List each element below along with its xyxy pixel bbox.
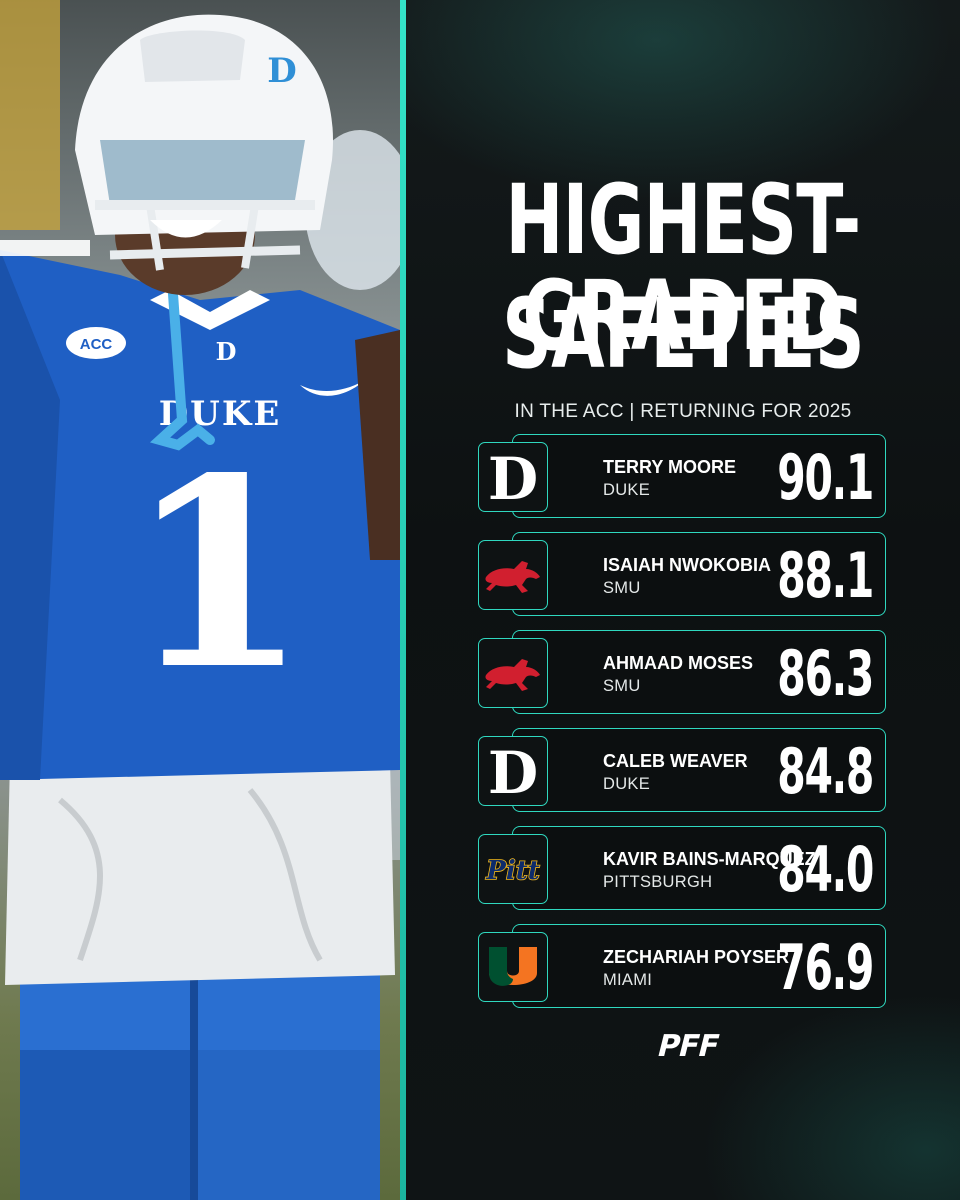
player-row: TERRY MOORE DUKE 90.1 D: [476, 434, 896, 522]
school-name: DUKE: [603, 775, 651, 793]
acc-patch-text: ACC: [80, 336, 113, 353]
svg-text:D: D: [488, 451, 538, 503]
player-grade: 84.0: [777, 833, 874, 906]
smu-mustang-logo-icon: [485, 659, 540, 691]
smu-mustang-logo-icon: [485, 561, 540, 593]
team-logo-box: [478, 540, 548, 610]
miami-u-logo-icon: [489, 947, 537, 986]
school-name: DUKE: [603, 481, 651, 499]
jersey-number: 1: [128, 422, 309, 727]
player-name: TERRY MOORE: [603, 457, 737, 477]
team-logo-box: D: [478, 442, 548, 512]
player-row: CALEB WEAVER DUKE 84.8 D: [476, 728, 896, 816]
team-logo-box: D: [478, 736, 548, 806]
rankings-panel: HIGHEST-GRADED SAFETIES IN THE ACC | RET…: [406, 0, 960, 1200]
player-row: KAVIR BAINS-MARQUEZ PITTSBURGH 84.0 Pitt: [476, 826, 896, 914]
accent-divider: [400, 0, 406, 1200]
pff-logo-text: PFF: [654, 1031, 723, 1059]
svg-text:D: D: [267, 51, 296, 91]
school-name: MIAMI: [603, 971, 653, 989]
player-card: ISAIAH NWOKOBIA SMU 88.1: [512, 532, 886, 616]
duke-d-logo-icon: D: [488, 451, 538, 503]
player-card: TERRY MOORE DUKE 90.1: [512, 434, 886, 518]
player-list: TERRY MOORE DUKE 90.1 D ISAIAH NWOKOBIA …: [476, 434, 896, 1022]
player-grade: 88.1: [777, 539, 874, 612]
player-photo: ACC D DUKE 1 D: [0, 0, 400, 1200]
duke-d-logo-icon: D: [488, 745, 538, 797]
title-line-2: SAFETIES: [502, 278, 865, 390]
school-name: SMU: [603, 579, 641, 597]
team-logo-box: [478, 932, 548, 1002]
pitt-script-logo-icon: Pitt: [484, 855, 540, 887]
svg-text:D: D: [216, 337, 237, 366]
player-grade: 84.8: [777, 735, 874, 808]
player-card: KAVIR BAINS-MARQUEZ PITTSBURGH 84.0: [512, 826, 886, 910]
title-line-1: HIGHEST-GRADED: [505, 164, 861, 372]
player-grade: 86.3: [777, 637, 874, 710]
team-logo-box: [478, 638, 548, 708]
svg-text:Pitt: Pitt: [485, 856, 539, 886]
player-row: ISAIAH NWOKOBIA SMU 88.1: [476, 532, 896, 620]
player-card: CALEB WEAVER DUKE 84.8: [512, 728, 886, 812]
player-illustration: ACC D DUKE 1 D: [0, 0, 400, 1200]
player-card: ZECHARIAH POYSER MIAMI 76.9: [512, 924, 886, 1008]
player-grade: 76.9: [777, 931, 874, 1004]
player-name: KAVIR BAINS-MARQUEZ: [603, 849, 816, 869]
player-name: ZECHARIAH POYSER: [603, 947, 790, 967]
school-name: SMU: [603, 677, 641, 695]
player-name: AHMAAD MOSES: [603, 653, 754, 673]
player-name: CALEB WEAVER: [603, 751, 748, 771]
svg-text:D: D: [488, 745, 538, 797]
pff-logo: PFF: [654, 1031, 723, 1059]
player-card: AHMAAD MOSES SMU 86.3: [512, 630, 886, 714]
player-row: ZECHARIAH POYSER MIAMI 76.9: [476, 924, 896, 1012]
team-logo-box: Pitt: [478, 834, 548, 904]
subtitle: IN THE ACC | RETURNING FOR 2025: [514, 401, 852, 422]
player-name: ISAIAH NWOKOBIA: [603, 555, 771, 575]
school-name: PITTSBURGH: [603, 873, 713, 891]
player-grade: 90.1: [777, 441, 874, 514]
player-row: AHMAAD MOSES SMU 86.3: [476, 630, 896, 718]
